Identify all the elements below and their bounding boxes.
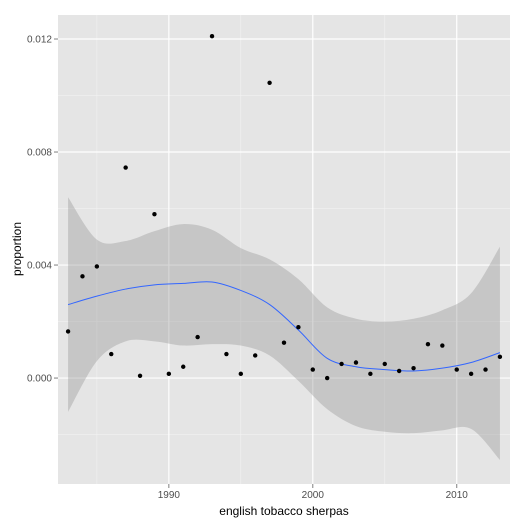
plot-panel (58, 15, 510, 484)
data-point (497, 354, 503, 360)
data-point (94, 264, 100, 269)
major-grid (58, 15, 510, 484)
x-tick-label: 2010 (446, 490, 469, 501)
data-point (224, 351, 229, 357)
x-axis-ticks: 1990 2000 2010 (158, 484, 469, 501)
data-point (281, 340, 287, 345)
y-tick-label: 0.004 (27, 261, 52, 272)
data-points (65, 33, 503, 381)
y-axis-title: proportion (10, 222, 24, 276)
data-point (339, 361, 344, 367)
data-point (368, 371, 373, 377)
x-tick-label: 2000 (302, 490, 325, 501)
data-point (483, 367, 488, 372)
data-point (310, 367, 315, 372)
y-tick-label: 0.012 (27, 35, 52, 46)
minor-grid (58, 15, 510, 484)
data-point (267, 80, 272, 86)
data-point (353, 360, 359, 365)
data-point (65, 329, 71, 334)
data-point (123, 165, 128, 170)
data-point (152, 211, 157, 217)
data-point (382, 361, 387, 367)
y-tick-label: 0.000 (27, 374, 52, 385)
data-point (166, 371, 172, 377)
data-point (396, 368, 402, 374)
data-point (454, 367, 459, 372)
data-point (137, 373, 143, 378)
x-axis-title: english tobacco sherpas (219, 504, 348, 518)
data-point (195, 334, 200, 340)
x-tick-label: 1990 (158, 490, 181, 501)
data-point (209, 33, 215, 39)
data-point (468, 371, 474, 377)
y-tick-label: 0.008 (27, 148, 52, 159)
data-point (324, 375, 330, 381)
data-point (411, 365, 416, 371)
smooth-line (67, 281, 501, 372)
data-point (440, 343, 445, 348)
data-point (238, 371, 244, 377)
data-point (253, 353, 258, 358)
data-point (181, 364, 186, 369)
data-point (296, 324, 301, 330)
data-point (109, 351, 114, 357)
data-point (80, 274, 85, 279)
confidence-band (68, 197, 500, 460)
data-point (425, 341, 431, 347)
y-axis-ticks: 0.000 0.004 0.008 0.012 (27, 35, 58, 385)
